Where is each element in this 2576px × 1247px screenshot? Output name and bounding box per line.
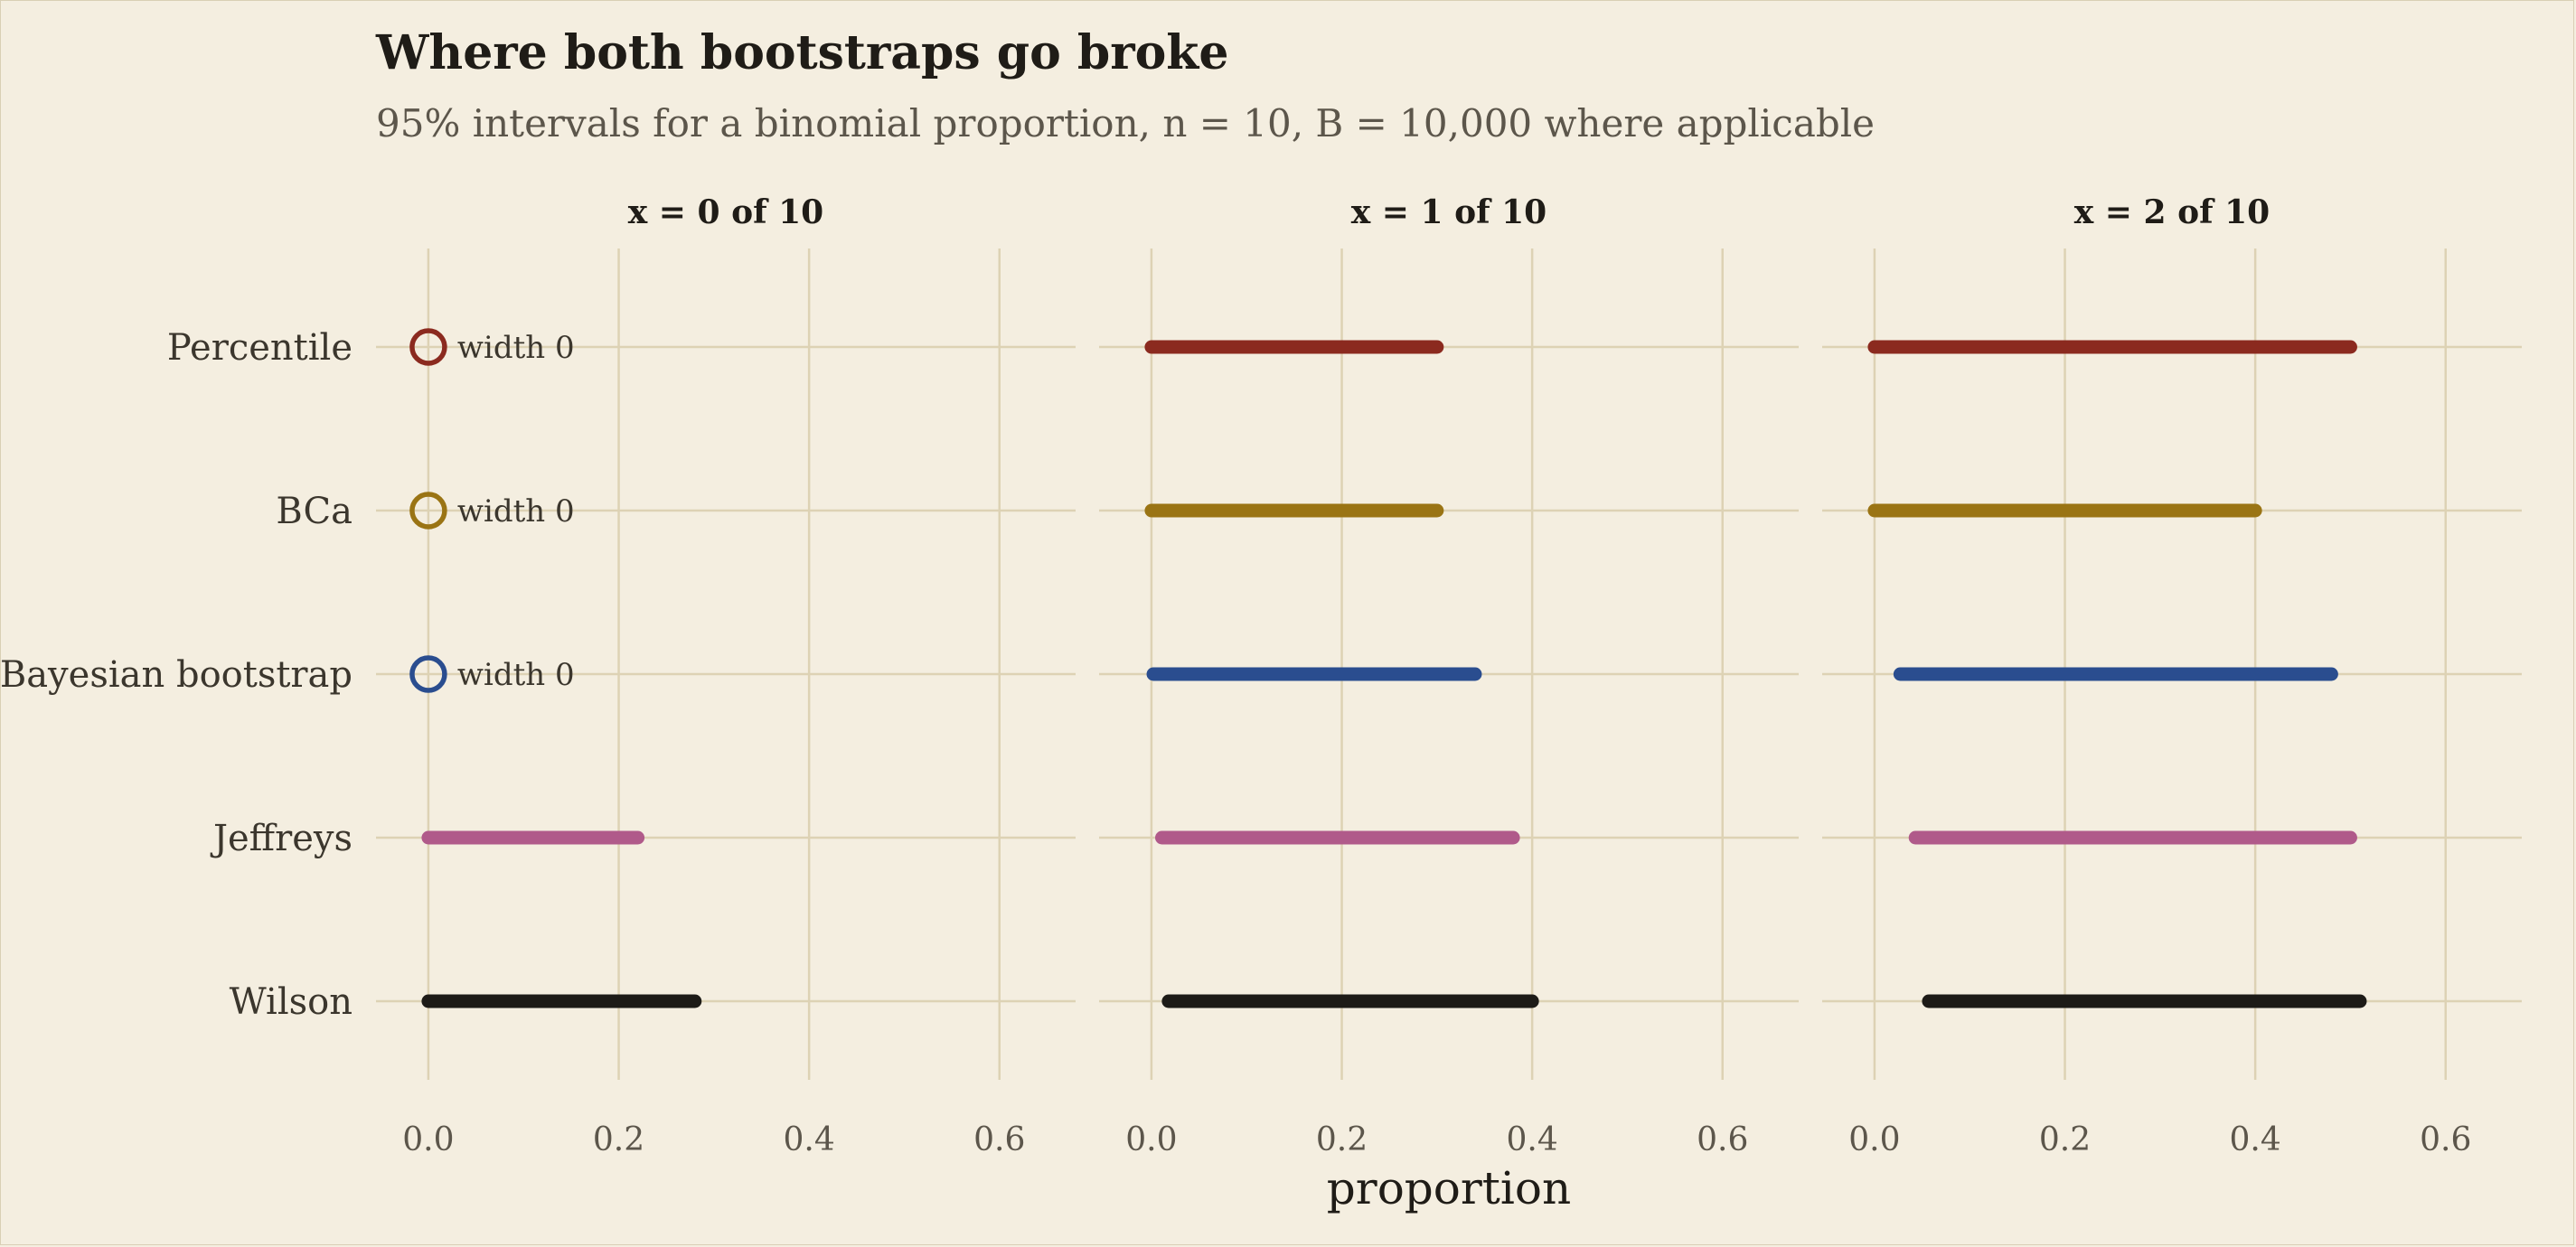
zero-width-marker-bayesian-bootstrap (409, 655, 447, 693)
zero-width-label: width 0 (457, 657, 575, 693)
zero-width-marker-percentile (409, 328, 447, 366)
x-tick-label: 0.4 (1507, 1121, 1558, 1158)
chart-title: Where both bootstraps go broke (376, 25, 1229, 80)
x-tick-label: 0.6 (2420, 1121, 2471, 1158)
y-tick-label-bayesian-bootstrap: Bayesian bootstrap (0, 654, 353, 696)
x-axis-label: proportion (1327, 1162, 1571, 1214)
y-tick-label-wilson: Wilson (230, 981, 353, 1023)
y-tick-label-jeffreys: Jeffreys (210, 818, 353, 859)
x-tick-label: 0.2 (1316, 1121, 1368, 1158)
x-tick-label: 0.6 (1697, 1121, 1748, 1158)
x-tick-label: 0.0 (402, 1121, 454, 1158)
zero-width-marker-bca (409, 492, 447, 530)
zero-width-label: width 0 (457, 330, 575, 366)
panel-title: x = 0 of 10 (628, 193, 823, 231)
zero-width-label: width 0 (457, 493, 575, 530)
x-tick-label: 0.4 (784, 1121, 835, 1158)
y-tick-label-percentile: Percentile (167, 327, 353, 369)
x-tick-label: 0.2 (593, 1121, 644, 1158)
x-tick-label: 0.0 (1125, 1121, 1177, 1158)
chart-subtitle: 95% intervals for a binomial proportion,… (376, 101, 1876, 145)
x-tick-label: 0.4 (2230, 1121, 2281, 1158)
panel-title: x = 2 of 10 (2074, 193, 2270, 231)
y-tick-label-bca: BCa (276, 491, 353, 532)
x-tick-label: 0.2 (2039, 1121, 2091, 1158)
x-tick-label: 0.6 (973, 1121, 1025, 1158)
x-tick-label: 0.0 (1848, 1121, 1900, 1158)
panel-title: x = 1 of 10 (1351, 193, 1547, 231)
